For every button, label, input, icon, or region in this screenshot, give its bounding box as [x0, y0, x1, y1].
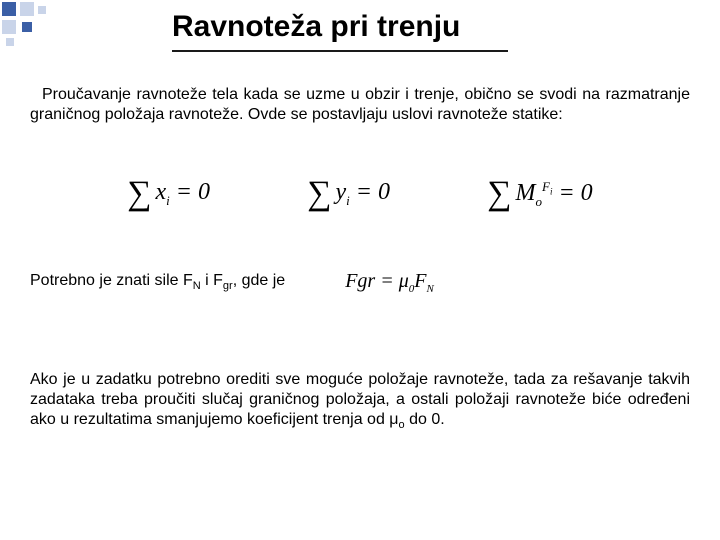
title-underline: [172, 50, 508, 52]
friction-equation: Fgr = μ0FN: [345, 270, 434, 295]
equation-sum-x: ∑ xi = 0: [127, 175, 210, 213]
deco-square: [2, 20, 16, 34]
equilibrium-equations: ∑ xi = 0 ∑ yi = 0 ∑ MoFi = 0: [30, 175, 690, 213]
deco-square: [22, 22, 32, 32]
forces-text: Potrebno je znati sile FN i Fgr, gde je: [30, 272, 285, 292]
equation-sum-moment: ∑ MoFi = 0: [487, 175, 592, 213]
deco-square: [20, 2, 34, 16]
sigma-icon: ∑: [487, 175, 511, 213]
equation-sum-y: ∑ yi = 0: [307, 175, 390, 213]
forces-line: Potrebno je znati sile FN i Fgr, gde je …: [30, 270, 690, 295]
deco-square: [2, 2, 16, 16]
deco-square: [38, 6, 46, 14]
conclusion-text-b: do 0.: [405, 411, 445, 428]
intro-paragraph: Proučavanje ravnoteže tela kada se uzme …: [30, 85, 690, 125]
page-title: Ravnoteža pri trenju: [172, 10, 460, 44]
sigma-icon: ∑: [127, 175, 151, 213]
conclusion-paragraph: Ako je u zadatku potrebno orediti sve mo…: [30, 370, 690, 433]
deco-square: [6, 38, 14, 46]
conclusion-text-a: Ako je u zadatku potrebno orediti sve mo…: [30, 371, 690, 428]
intro-text: Proučavanje ravnoteže tela kada se uzme …: [30, 86, 690, 123]
sigma-icon: ∑: [307, 175, 331, 213]
corner-decoration: [0, 0, 90, 40]
